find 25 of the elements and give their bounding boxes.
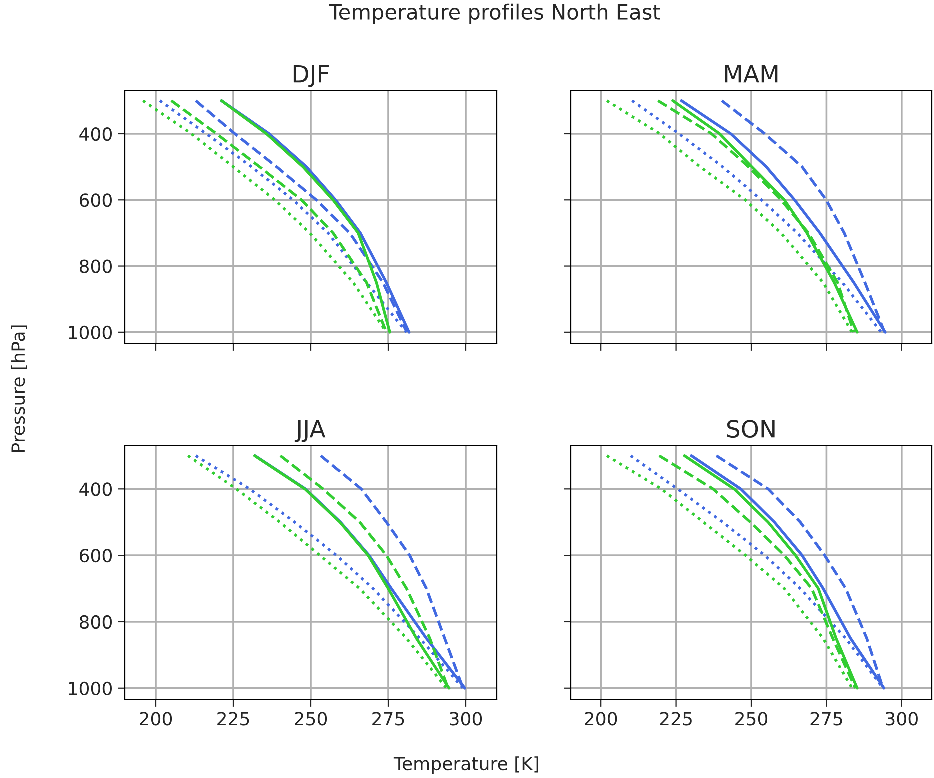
- y-tick-label: 800: [80, 615, 112, 630]
- chart-title: MAM: [725, 65, 778, 83]
- x-tick-label: 225: [218, 712, 250, 726]
- y-tick-label: 600: [80, 194, 112, 208]
- chart-title: SON: [727, 420, 775, 438]
- x-tick-label: 300: [450, 712, 482, 726]
- x-tick-label: 250: [295, 712, 328, 726]
- x-tick-label: 250: [736, 712, 768, 726]
- y-tick-label: 600: [80, 549, 112, 563]
- chart-title: JJA: [294, 420, 326, 442]
- y-tick-label: 800: [80, 260, 112, 274]
- chart-title: DJF: [294, 65, 329, 88]
- y-tick-label: 400: [80, 482, 112, 496]
- x-tick-label: 225: [660, 712, 692, 726]
- y-axis-title: Pressure [hPa]: [11, 326, 28, 452]
- y-tick-label: 1000: [69, 682, 112, 696]
- y-tick-label: 400: [80, 127, 112, 142]
- x-tick-label: 300: [886, 712, 918, 726]
- y-tick-label: 1000: [69, 326, 112, 340]
- x-tick-label: 200: [585, 712, 618, 726]
- text: Temperature profiles North East: [329, 4, 660, 24]
- x-tick-label: 275: [372, 712, 404, 726]
- x-axis-title: Temperature [K]: [394, 756, 538, 774]
- x-tick-label: 275: [810, 712, 842, 726]
- x-tick-label: 200: [140, 712, 172, 726]
